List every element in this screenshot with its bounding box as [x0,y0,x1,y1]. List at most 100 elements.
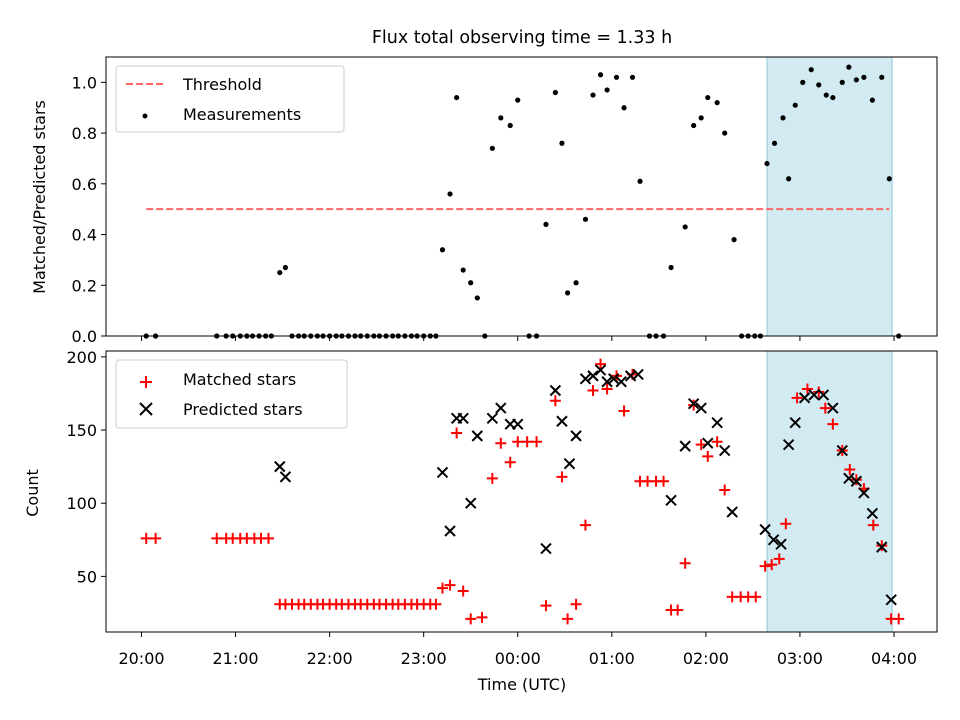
measurements-point [830,94,836,101]
measurements-point [460,267,466,273]
predicted-stars-point [587,370,599,382]
matched-stars-point [562,613,574,625]
matched-stars-point [430,598,442,610]
top-highlight-span [766,56,893,337]
x-tick-label: 03:00 [777,649,823,668]
matched-stars-point [512,436,524,448]
y-tick-label: 1.0 [72,73,97,92]
x-tick-label: 01:00 [589,649,635,668]
predicted-stars-point [471,430,484,442]
legend-matched-label: Matched stars [183,370,296,389]
top-legend: Threshold Measurements [115,65,345,133]
measurements-point [277,269,283,276]
matched-stars-point [587,385,599,397]
matched-stars-point [719,484,731,496]
measurements-point [823,92,829,98]
y-tick-label: 0.8 [72,124,97,143]
matched-stars-point [791,392,803,404]
measurements-point [629,74,636,80]
predicted-stars-point [563,457,576,470]
matched-stars-point [672,604,684,616]
measurements-point [565,290,571,296]
measurements-point [573,280,579,286]
predicted-stars-point [775,538,787,550]
matched-stars-point [556,471,568,483]
matched-stars-point [780,518,792,530]
bottom-plot-marks [140,358,905,625]
matched-stars-point [813,386,825,398]
matched-stars-point [437,582,448,594]
x-tick-label: 21:00 [213,649,259,668]
y-tick-label: 0.2 [72,276,97,295]
matched-stars-point [595,358,607,370]
matched-stars-point [451,427,463,439]
measurements-point [498,115,504,121]
predicted-stars-point [687,397,700,410]
matched-stars-point [773,553,785,565]
predicted-stars-point [808,389,820,401]
predicted-stars-point [726,506,738,518]
measurements-point [705,94,711,101]
matched-stars-point [658,475,670,487]
predicted-stars-point [570,430,582,442]
predicted-stars-point [279,471,292,483]
predicted-stars-point [817,389,830,401]
predicted-stars-point [836,444,848,457]
matched-stars-point [801,383,813,395]
measurements-point [552,89,558,96]
measurements-point [800,79,806,85]
measurements-point [282,264,289,271]
x-tick-label: 20:00 [118,649,164,668]
measurements-point [846,64,852,70]
matched-stars-point [150,532,162,544]
legend-threshold-label: Threshold [182,75,262,94]
measurements-point [613,74,620,80]
measurements-point [886,176,892,182]
matched-stars-point [844,464,856,476]
predicted-stars-point [789,417,801,429]
matched-stars-point [819,402,831,414]
predicted-stars-point [782,438,795,451]
measurements-point [507,122,513,129]
measurements-point [604,87,610,93]
legend-predicted-label: Predicted stars [183,400,303,419]
predicted-stars-point [457,412,469,425]
measurements-point [454,94,460,101]
matched-stars-point [618,405,630,417]
matched-stars-point [759,560,771,572]
measurements-point [853,77,859,83]
measurements-point [668,264,674,271]
predicted-stars-point [594,364,607,376]
predicted-stars-point [556,415,568,427]
measurements-point [731,237,737,243]
bottom-y-axis-label: Count [23,469,42,517]
bottom-panel: 50 100 150 200 20:00 21:00 22:00 23:00 00:00 01:… [23,348,938,694]
matched-stars-point [711,436,723,448]
y-tick-label: 0.6 [72,175,97,194]
measurements-point [468,280,474,286]
measurements-point [816,82,822,88]
matched-stars-point [702,450,714,462]
matched-stars-point [521,436,533,448]
x-tick-label: 02:00 [683,649,729,668]
matched-stars-point [140,532,152,544]
predicted-stars-point [679,440,691,452]
matched-stars-point [444,579,456,591]
matched-stars-point [211,532,223,544]
predicted-stars-point [465,497,477,509]
measurements-point [792,102,798,108]
x-tick-label: 22:00 [307,649,353,668]
matched-stars-point [893,613,905,625]
predicted-stars-point [615,376,627,388]
bottom-legend: Matched stars Predicted stars [115,359,348,429]
x-tick-label: 04:00 [871,649,917,668]
predicted-stars-point [436,466,449,479]
measurements-point [637,178,643,184]
top-plot-frame [105,56,938,337]
measurements-point [590,92,596,98]
measurements-point [839,79,845,85]
y-tick-label: 50 [77,567,97,586]
top-legend-frame [115,65,345,133]
y-tick-label: 0.4 [72,226,97,245]
matched-stars-point [457,585,469,597]
